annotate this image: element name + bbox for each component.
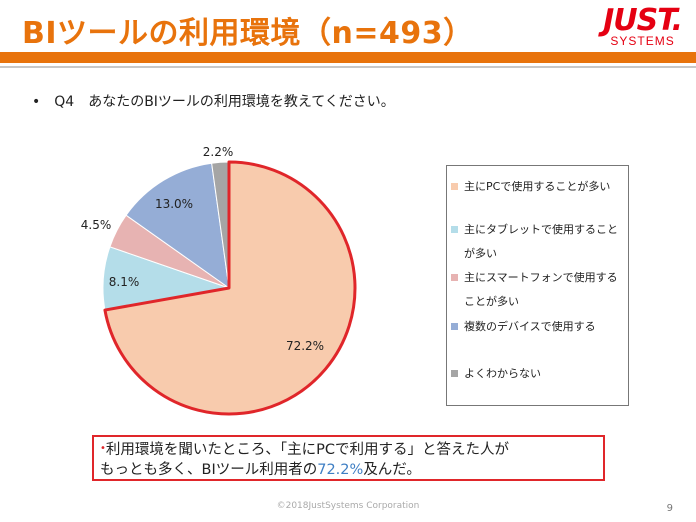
data-label-2: 4.5% [81, 218, 112, 232]
data-label-4: 2.2% [203, 145, 234, 159]
data-label-1: 8.1% [109, 275, 140, 289]
logo-main-text: JUST. [603, 3, 683, 38]
legend-label-1: 主にタブレットで使用すること が多い [464, 223, 618, 260]
legend-label-2: 主にスマートフォンで使用する ことが多い [464, 271, 618, 308]
legend-label-3: 複数のデバイスで使用する [464, 320, 596, 333]
title-underline-bar [0, 52, 696, 63]
slide-title: BIツールの利用環境（n=493） [22, 16, 474, 51]
title-underline-thin [0, 66, 696, 68]
question-bullet: • [32, 94, 41, 110]
question-label: Q4 あなたのBIツールの利用環境を教えてください。 [54, 94, 395, 110]
highlighted-slice-outline [103, 160, 357, 416]
pie-slice-3 [125, 162, 230, 290]
note-highlight-value: 72.2% [317, 462, 364, 478]
summary-note: •利用環境を聞いたところ、「主にPCで利用する」と答えた人が もっとも多く、BI… [92, 435, 605, 481]
question-text: • Q4 あなたのBIツールの利用環境を教えてください。 [32, 91, 395, 111]
legend-swatch-4 [451, 370, 458, 377]
legend-label-0: 主にPCで使用することが多い [464, 180, 611, 193]
note-line-2-end: 及んだ。 [363, 462, 421, 478]
note-bullet: • [100, 443, 106, 454]
logo-sub-text: SYSTEMS [610, 34, 675, 48]
copyright-footer: ©2018JustSystems Corporation [276, 501, 420, 511]
legend-swatch-2 [451, 274, 458, 281]
chart-legend: 主にPCで使用することが多い主にタブレットで使用すること が多い 主にスマートフォン… [446, 165, 629, 406]
note-line-2: もっとも多く、BIツール利用者の [100, 462, 318, 478]
legend-swatch-0 [451, 183, 458, 190]
justsystems-logo: JUST. SYSTEMS [603, 3, 683, 48]
legend-label-4: よくわからない [464, 367, 541, 380]
page-number: 9 [666, 503, 673, 514]
data-label-0: 72.2% [286, 339, 324, 353]
legend-swatch-3 [451, 323, 458, 330]
legend-swatch-1 [451, 226, 458, 233]
note-line-1: 利用環境を聞いたところ、「主にPCで利用する」と答えた人が [105, 442, 510, 458]
data-label-3: 13.0% [155, 197, 193, 211]
